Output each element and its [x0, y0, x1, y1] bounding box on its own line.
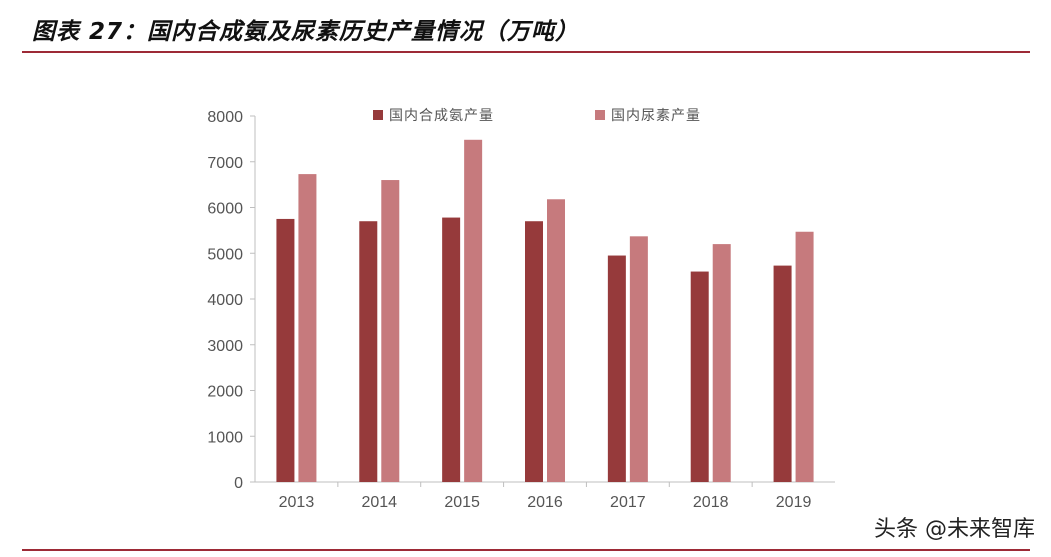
- y-tick-label: 1000: [207, 429, 243, 446]
- bar-2016-series-1: [525, 221, 543, 482]
- y-tick-label: 2000: [207, 384, 243, 401]
- x-tick-label: 2018: [693, 494, 729, 511]
- bar-2018-series-1: [690, 271, 709, 482]
- y-axis: 0 1000 2000 3000 4000 5000 6000 7000 8000: [207, 109, 256, 492]
- bar-2014-series-2: [381, 180, 400, 483]
- y-tick-label: 3000: [207, 338, 243, 355]
- x-tick-label: 2014: [361, 494, 397, 511]
- bar-2017-series-2: [629, 236, 648, 482]
- bar-2016-series-2: [547, 199, 565, 482]
- y-tick-label: 8000: [207, 109, 243, 126]
- legend-label-2: 国内尿素产量: [611, 108, 701, 124]
- bar-2017-series-1: [607, 255, 626, 482]
- bars: [276, 139, 814, 483]
- watermark: 头条 @未来智库: [874, 517, 1035, 542]
- y-tick-label: 4000: [207, 292, 243, 309]
- bar-2013-series-2: [298, 174, 317, 483]
- x-axis: 2013 2014 2015 2016 2017 2018 2019: [255, 481, 835, 511]
- x-tick-label: 2015: [444, 494, 480, 511]
- legend-swatch-1: [373, 110, 383, 120]
- x-tick-label: 2013: [279, 494, 315, 511]
- title-rule: [22, 51, 1030, 53]
- y-tick-label: 6000: [207, 201, 243, 218]
- footer-rule: [22, 549, 1030, 551]
- bar-2014-series-1: [359, 221, 378, 482]
- legend-label-1: 国内合成氨产量: [389, 108, 494, 124]
- bar-2019-series-1: [773, 265, 792, 482]
- y-tick-label: 7000: [207, 155, 243, 172]
- legend: 国内合成氨产量 国内尿素产量: [373, 108, 701, 124]
- bar-2019-series-2: [795, 231, 814, 482]
- bar-2018-series-2: [712, 244, 731, 482]
- figure-title: 图表 27：国内合成氨及尿素历史产量情况（万吨）: [32, 19, 580, 45]
- x-tick-label: 2019: [776, 494, 812, 511]
- x-tick-label: 2017: [610, 494, 646, 511]
- bar-2015-series-1: [442, 217, 461, 482]
- x-tick-label: 2016: [527, 494, 563, 511]
- y-tick-label: 5000: [207, 246, 243, 263]
- bar-2013-series-1: [276, 218, 295, 482]
- bar-2015-series-2: [464, 139, 483, 483]
- legend-swatch-2: [595, 110, 605, 120]
- y-tick-label: 0: [234, 475, 243, 492]
